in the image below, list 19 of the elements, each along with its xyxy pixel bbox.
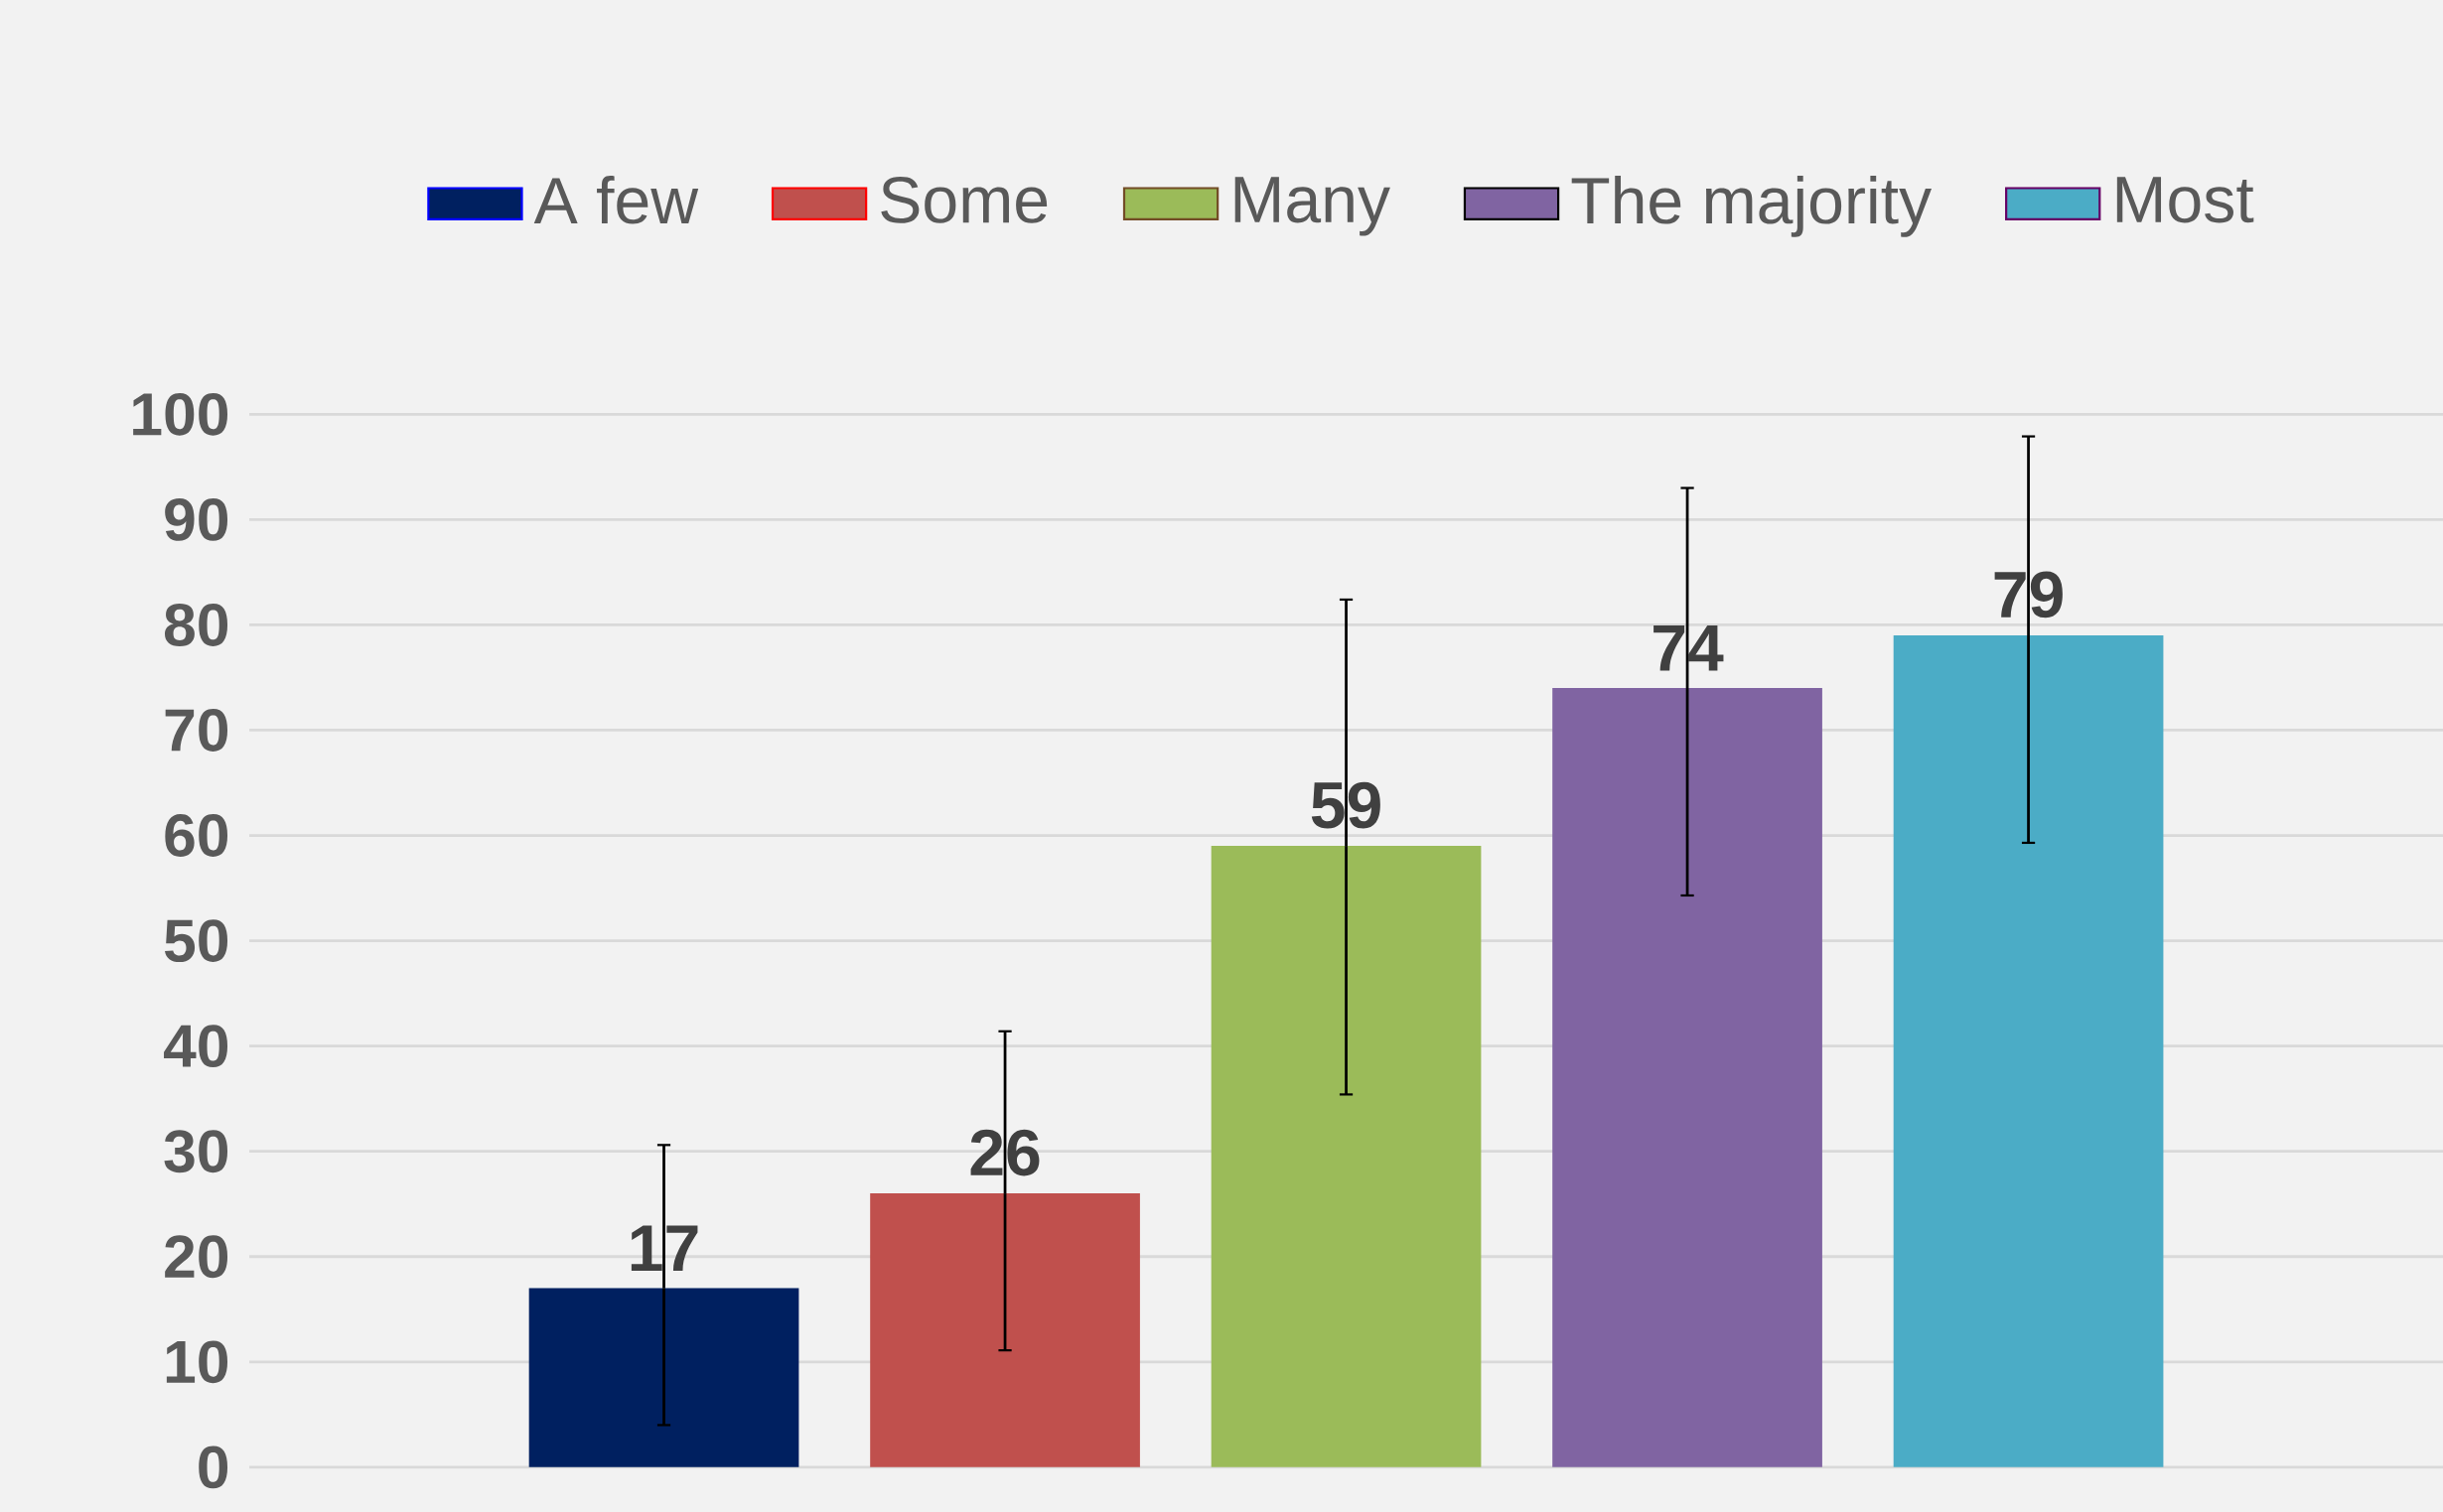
y-tick-label: 20 <box>165 1235 228 1279</box>
legend-label: The majority <box>1571 175 1933 237</box>
y-tick-label: 40 <box>164 1025 228 1067</box>
y-tick-label: 100 <box>133 392 228 436</box>
y-tick-label: 10 <box>166 1340 228 1384</box>
legend-label: Most <box>2116 177 2254 223</box>
y-tick-label: 60 <box>165 813 228 857</box>
bar <box>1211 845 1482 1467</box>
legend-label: A few <box>533 175 699 224</box>
bar <box>1552 687 1822 1467</box>
y-tick-label: 70 <box>165 708 228 752</box>
legend-label: Many <box>1234 177 1390 236</box>
y-tick-label: 50 <box>164 919 228 962</box>
y-tick-label: 90 <box>165 497 228 541</box>
y-tick-label: 0 <box>199 1445 228 1489</box>
legend-label: Some <box>881 176 1048 223</box>
y-tick-label: 30 <box>164 1130 228 1173</box>
y-tick-label: 80 <box>164 603 228 646</box>
bar <box>1893 634 2164 1467</box>
